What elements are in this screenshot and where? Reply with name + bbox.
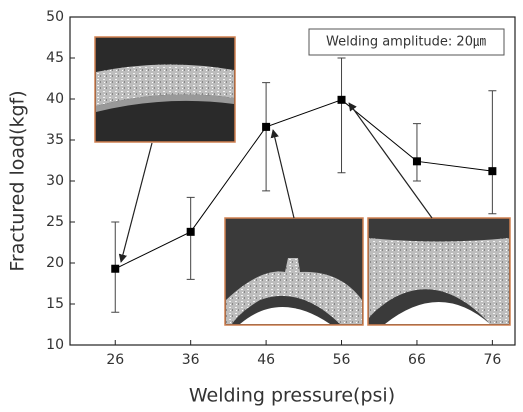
inset-image (94, 36, 236, 143)
x-tick-label: 26 (106, 352, 124, 368)
x-tick-label: 66 (408, 352, 426, 368)
inset-image (224, 217, 364, 326)
arrow (118, 102, 433, 263)
y-tick-label: 30 (46, 173, 64, 189)
y-tick-label: 25 (46, 214, 64, 230)
y-tick-label: 10 (46, 337, 64, 353)
y-tick-label: 45 (46, 50, 64, 66)
data-point (262, 122, 271, 131)
x-tick-label: 36 (182, 352, 200, 368)
inset-image (367, 217, 511, 326)
x-tick-label: 46 (257, 352, 275, 368)
data-point (488, 167, 497, 176)
error-bar (412, 123, 421, 182)
x-tick-label: 56 (333, 352, 351, 368)
data-point (186, 227, 195, 236)
y-tick-label: 20 (46, 255, 64, 271)
x-tick-label: 76 (483, 352, 501, 368)
y-tick-label: 35 (46, 132, 64, 148)
error-bar (488, 90, 497, 215)
error-bar (262, 82, 271, 192)
y-axis-title: Fractured load(kgf) (7, 90, 29, 271)
x-axis-title: Welding pressure(psi) (189, 385, 395, 407)
y-tick-label: 40 (46, 91, 64, 107)
data-point (111, 264, 120, 273)
error-bar (186, 196, 195, 280)
data-point (337, 95, 346, 104)
data-point (412, 157, 421, 166)
y-tick-label: 50 (46, 9, 64, 25)
error-bar (337, 57, 346, 174)
annotation-box (308, 28, 505, 56)
data-line (115, 99, 493, 270)
annotation: Welding amplitude: 20㎛ (326, 35, 486, 50)
y-tick-label: 15 (46, 296, 64, 312)
